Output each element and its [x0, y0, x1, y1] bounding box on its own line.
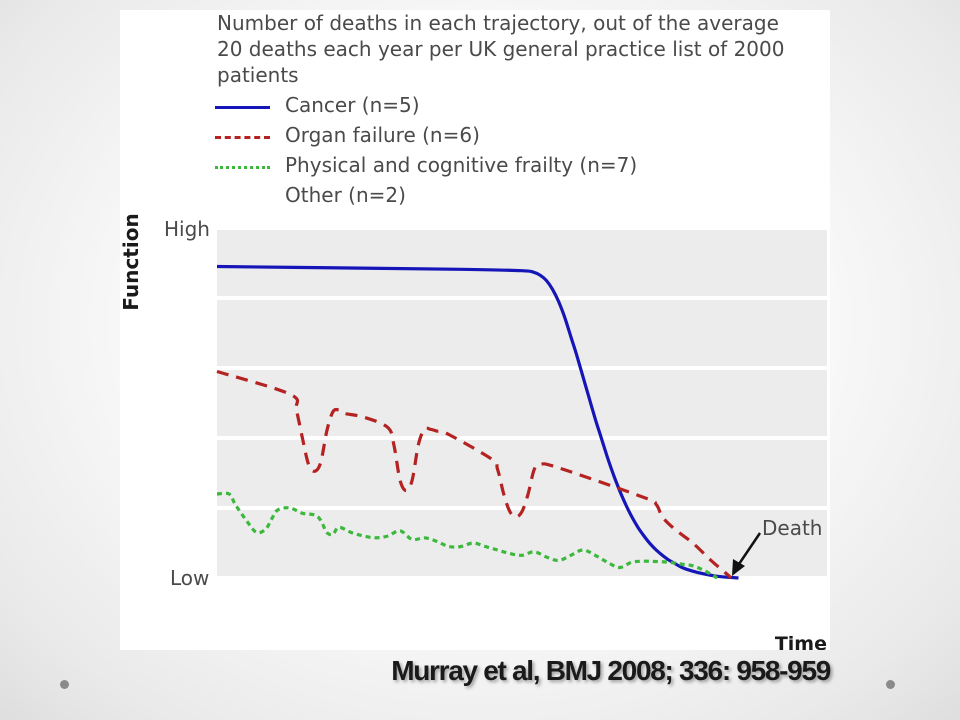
- chart-title-line-1: Number of deaths in each trajectory, out…: [217, 11, 779, 35]
- y-axis-label: Function: [120, 213, 143, 310]
- slide-dot-left: [60, 680, 69, 689]
- chart-figure: Number of deaths in each trajectory, out…: [120, 10, 830, 650]
- legend-label-cancer: Cancer (n=5): [285, 93, 420, 117]
- y-tick-label-high: High: [164, 217, 210, 241]
- legend-item-cancer: Cancer (n=5): [215, 92, 775, 122]
- slide-dot-right: [886, 680, 895, 689]
- x-axis-label: Time: [775, 633, 827, 650]
- citation: Murray et al, BMJ 2008; 336: 958-959: [391, 655, 831, 686]
- legend-label-organ-failure: Organ failure (n=6): [285, 123, 480, 147]
- chart-title: Number of deaths in each trajectory, out…: [217, 10, 817, 88]
- legend-item-organ-failure: Organ failure (n=6): [215, 122, 775, 152]
- legend-swatch-organ-failure: [215, 136, 270, 139]
- legend-item-other: Other (n=2): [215, 182, 775, 212]
- plot-bands: [217, 230, 827, 576]
- series-line-1: [216, 369, 733, 580]
- grid-band: [217, 370, 827, 436]
- death-arrow: [732, 532, 762, 576]
- chart-plot: Function High Low Death Time: [120, 213, 827, 650]
- legend-swatch-frailty: [215, 166, 270, 169]
- grid-band: [217, 440, 827, 506]
- death-annotation: Death: [762, 516, 822, 540]
- chart-title-line-3: patients: [217, 63, 299, 87]
- plot-series: [216, 264, 739, 580]
- grid-band: [217, 230, 827, 296]
- grid-band: [217, 510, 827, 576]
- chart-title-line-2: 20 deaths each year per UK general pract…: [217, 37, 785, 61]
- legend-swatch-cancer: [215, 106, 270, 109]
- grid-band: [217, 300, 827, 366]
- series-line-2: [216, 491, 719, 580]
- legend-item-frailty: Physical and cognitive frailty (n=7): [215, 152, 775, 182]
- y-tick-label-low: Low: [170, 566, 209, 590]
- legend-label-other: Other (n=2): [285, 183, 406, 207]
- legend-label-frailty: Physical and cognitive frailty (n=7): [285, 153, 638, 177]
